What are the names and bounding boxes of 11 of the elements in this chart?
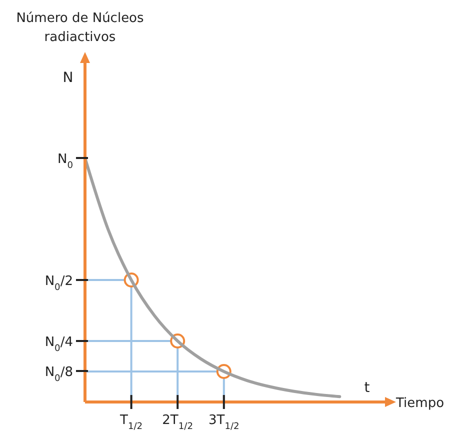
x-axis-title: Tiempo xyxy=(395,396,444,411)
x-tick-label: 3T$_{1/2}$ xyxy=(208,413,240,432)
text: Número de Núcleos radiactivos xyxy=(16,11,144,45)
text: N xyxy=(62,70,74,86)
text: N$_{0}$/2 xyxy=(44,274,73,293)
text: t xyxy=(364,380,370,396)
text: N$_{0}$/4 xyxy=(44,335,73,354)
x-tick-label: 2T$_{1/2}$ xyxy=(162,413,194,432)
text: N$_{0}$ xyxy=(57,152,74,171)
text: N$_{0}$/8 xyxy=(44,365,73,384)
x-tick-label: T$_{1/2}$ xyxy=(119,413,143,432)
